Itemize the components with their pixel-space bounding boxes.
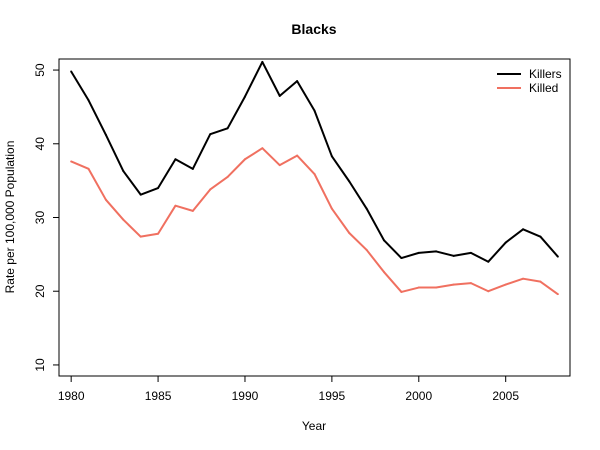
- data-point-killed: [209, 188, 212, 191]
- data-point-killers: [87, 99, 90, 102]
- data-point-killed: [365, 248, 368, 251]
- legend-label-killed: Killed: [529, 81, 558, 95]
- data-point-killed: [174, 204, 177, 207]
- data-point-killed: [313, 173, 316, 176]
- data-point-killed: [435, 286, 438, 289]
- data-point-killed: [556, 293, 559, 296]
- y-tick-label: 40: [33, 137, 47, 151]
- data-point-killers: [539, 235, 542, 238]
- data-point-killers: [417, 251, 420, 254]
- data-point-killers: [365, 207, 368, 210]
- data-point-killed: [191, 209, 194, 212]
- data-point-killed: [330, 207, 333, 210]
- data-point-killers: [261, 60, 264, 63]
- y-axis: 10 20 30 40 50: [33, 63, 59, 372]
- data-point-killers: [191, 167, 194, 170]
- data-point-killed: [469, 282, 472, 285]
- data-point-killers: [296, 80, 299, 83]
- data-point-killers: [313, 109, 316, 112]
- data-point-killed: [522, 277, 525, 280]
- y-axis-label: Rate per 100,000 Population: [3, 141, 17, 294]
- data-point-killed: [539, 280, 542, 283]
- data-point-killed: [487, 290, 490, 293]
- x-tick-label: 1980: [58, 389, 85, 403]
- data-point-killed: [87, 167, 90, 170]
- data-point-killers: [70, 70, 73, 73]
- legend-label-killers: Killers: [529, 67, 562, 81]
- y-tick-label: 20: [33, 284, 47, 298]
- y-tick-label: 10: [33, 358, 47, 372]
- x-tick-label: 1995: [319, 389, 346, 403]
- data-point-killed: [296, 154, 299, 157]
- data-point-killed: [70, 160, 73, 163]
- data-point-killed: [157, 232, 160, 235]
- x-tick-label: 2005: [492, 389, 519, 403]
- x-axis: 1980 1985 1990 1995 2000 2005: [58, 375, 519, 403]
- data-point-killers: [469, 251, 472, 254]
- data-point-killed: [261, 147, 264, 150]
- data-point-killers: [522, 228, 525, 231]
- data-point-killers: [348, 180, 351, 183]
- data-point-killed: [122, 218, 125, 221]
- data-point-killers: [278, 94, 281, 97]
- y-tick-label: 50: [33, 63, 47, 77]
- data-point-killed: [383, 271, 386, 274]
- data-point-killed: [243, 158, 246, 161]
- data-point-killers: [487, 260, 490, 263]
- data-point-killed: [452, 283, 455, 286]
- data-point-killers: [122, 170, 125, 173]
- x-tick-label: 1990: [232, 389, 259, 403]
- data-point-killers: [330, 155, 333, 158]
- data-point-killers: [383, 239, 386, 242]
- y-tick-label: 30: [33, 211, 47, 225]
- x-axis-label: Year: [302, 419, 326, 433]
- data-point-killers: [556, 255, 559, 258]
- plot-frame: [58, 58, 571, 377]
- data-point-killed: [400, 290, 403, 293]
- data-point-killers: [209, 133, 212, 136]
- series-line-killers: [70, 60, 559, 263]
- series-layer: [70, 60, 559, 296]
- data-point-killed: [139, 235, 142, 238]
- x-tick-label: 1985: [145, 389, 172, 403]
- data-point-killers: [452, 254, 455, 257]
- data-point-killed: [104, 198, 107, 201]
- data-point-killers: [226, 127, 229, 130]
- chart-title: Blacks: [291, 21, 336, 37]
- data-point-killers: [139, 193, 142, 196]
- data-point-killed: [278, 164, 281, 167]
- data-point-killers: [157, 187, 160, 190]
- x-tick-label: 2000: [405, 389, 432, 403]
- data-point-killed: [348, 231, 351, 234]
- data-point-killers: [243, 95, 246, 98]
- data-point-killed: [504, 283, 507, 286]
- series-line-killed: [70, 147, 559, 295]
- data-point-killers: [400, 257, 403, 260]
- data-point-killers: [504, 241, 507, 244]
- data-point-killed: [226, 175, 229, 178]
- data-point-killers: [104, 133, 107, 136]
- data-point-killers: [435, 250, 438, 253]
- data-point-killers: [174, 158, 177, 161]
- data-point-killed: [417, 286, 420, 289]
